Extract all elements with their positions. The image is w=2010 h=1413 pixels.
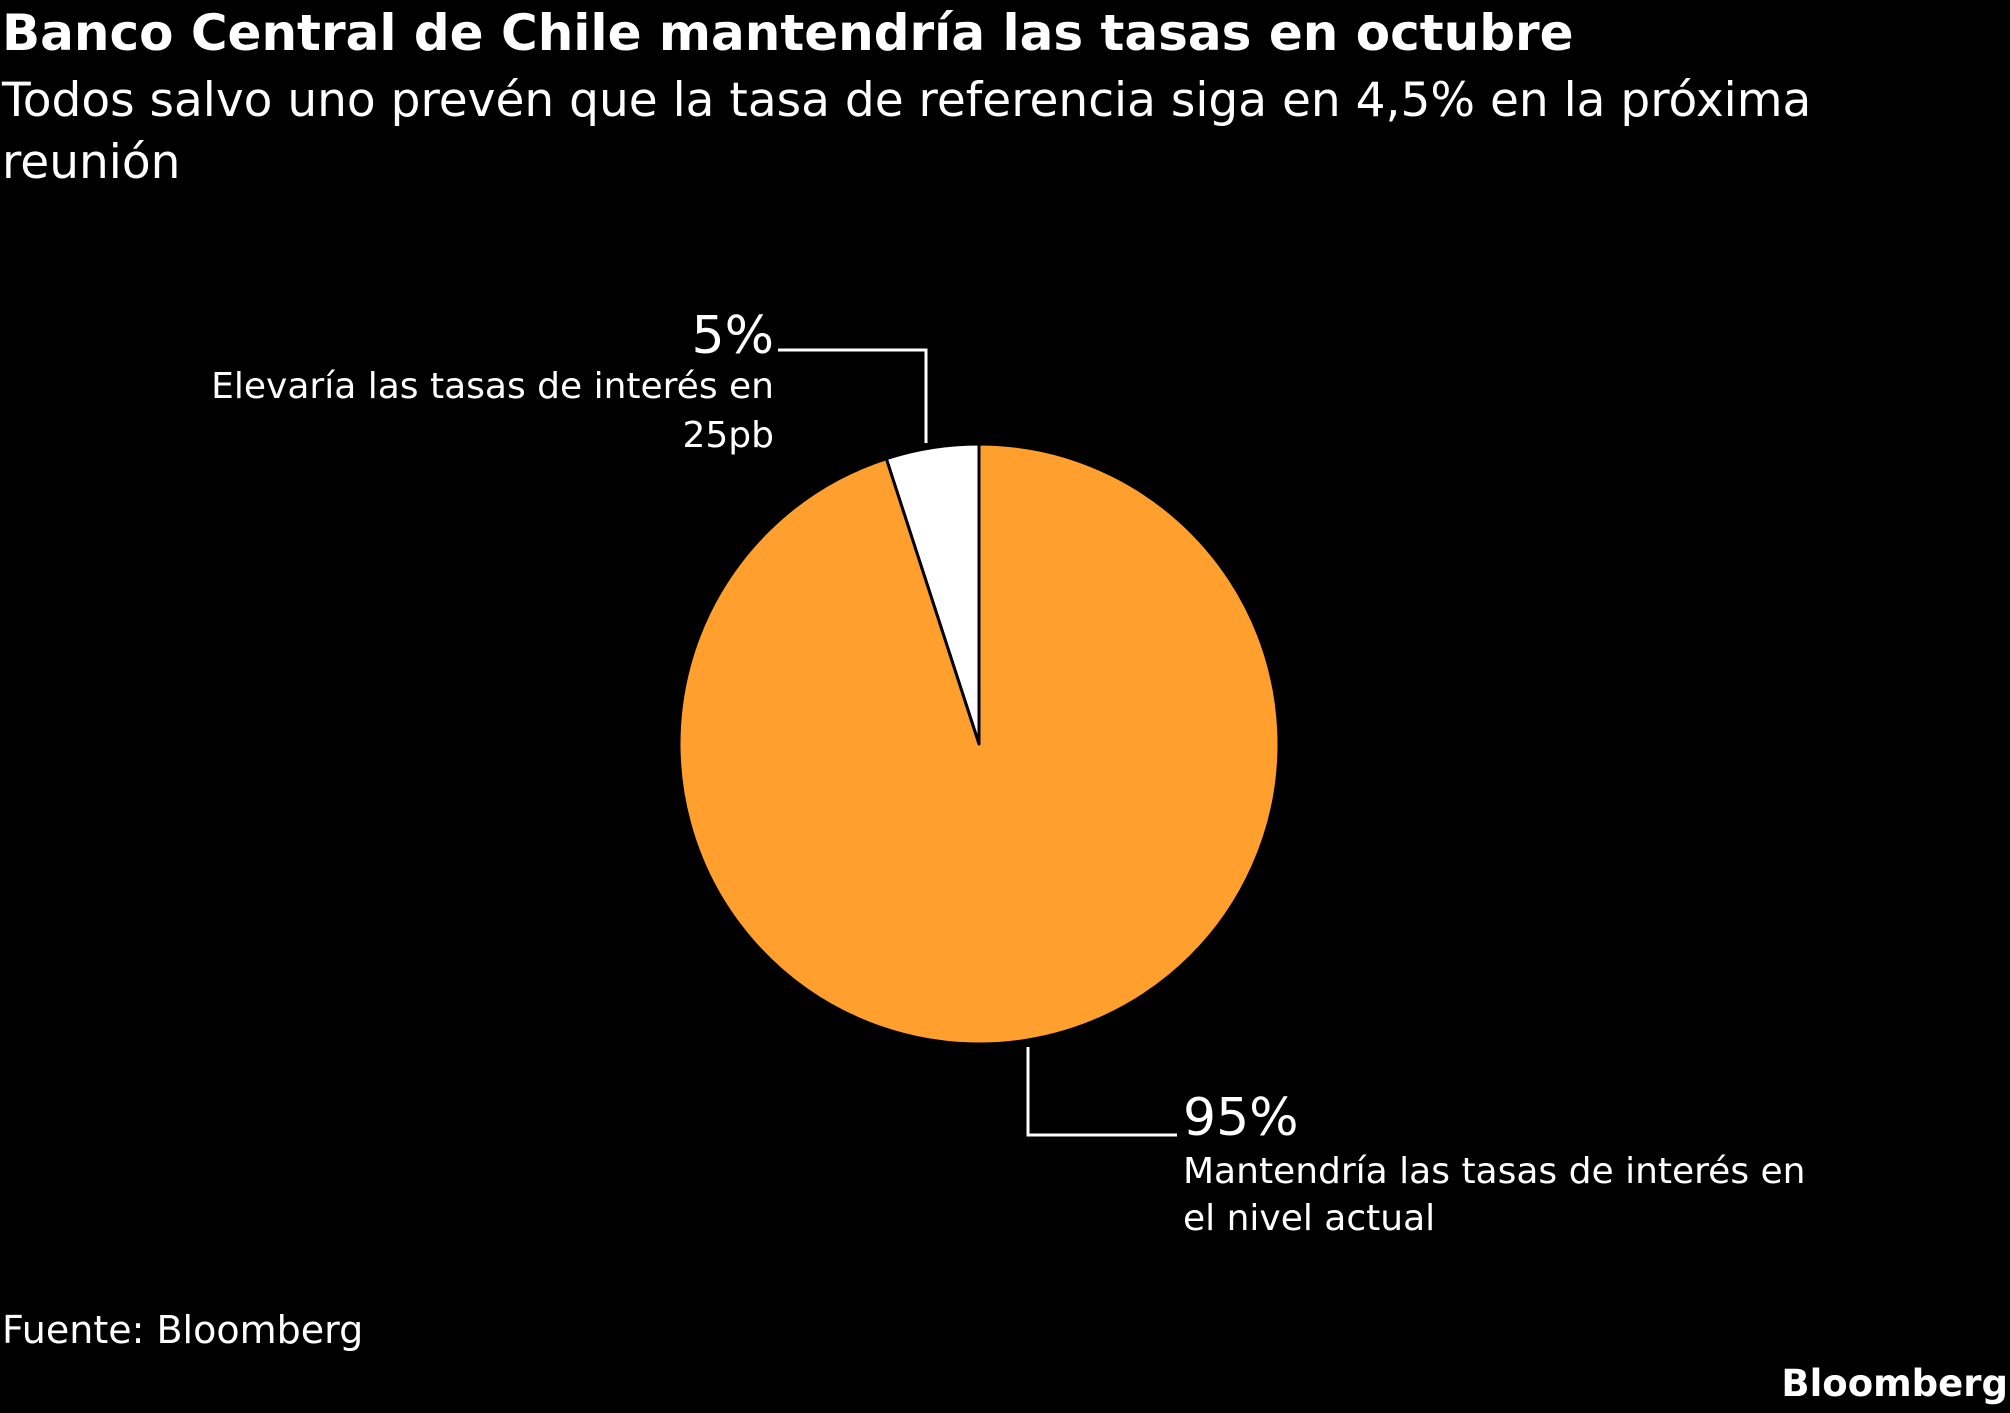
leader-line-hold: [1026, 1047, 1177, 1137]
pie-slices: [677, 442, 1281, 1046]
bloomberg-logo: Bloomberg: [1781, 1362, 2008, 1405]
chart-subtitle: Todos salvo uno prevén que la tasa de re…: [2, 73, 1812, 190]
slice-label-hold-line2: el nivel actual: [1183, 1198, 1435, 1239]
slice-percent-raise: 5%: [692, 306, 775, 366]
slice-label-raise-line2: 25pb: [682, 415, 774, 456]
slice-label-raise-line1: Elevaría las tasas de interés en: [211, 366, 774, 407]
slice-label-hold-line1: Mantendría las tasas de interés en: [1183, 1151, 1805, 1192]
leader-line-raise: [778, 348, 928, 443]
slice-percent-hold: 95%: [1183, 1088, 1299, 1148]
chart-title: Banco Central de Chile mantendría las ta…: [2, 4, 1574, 62]
source-note: Fuente: Bloomberg: [2, 1308, 364, 1352]
pie-slice-hold: [677, 442, 1281, 1046]
